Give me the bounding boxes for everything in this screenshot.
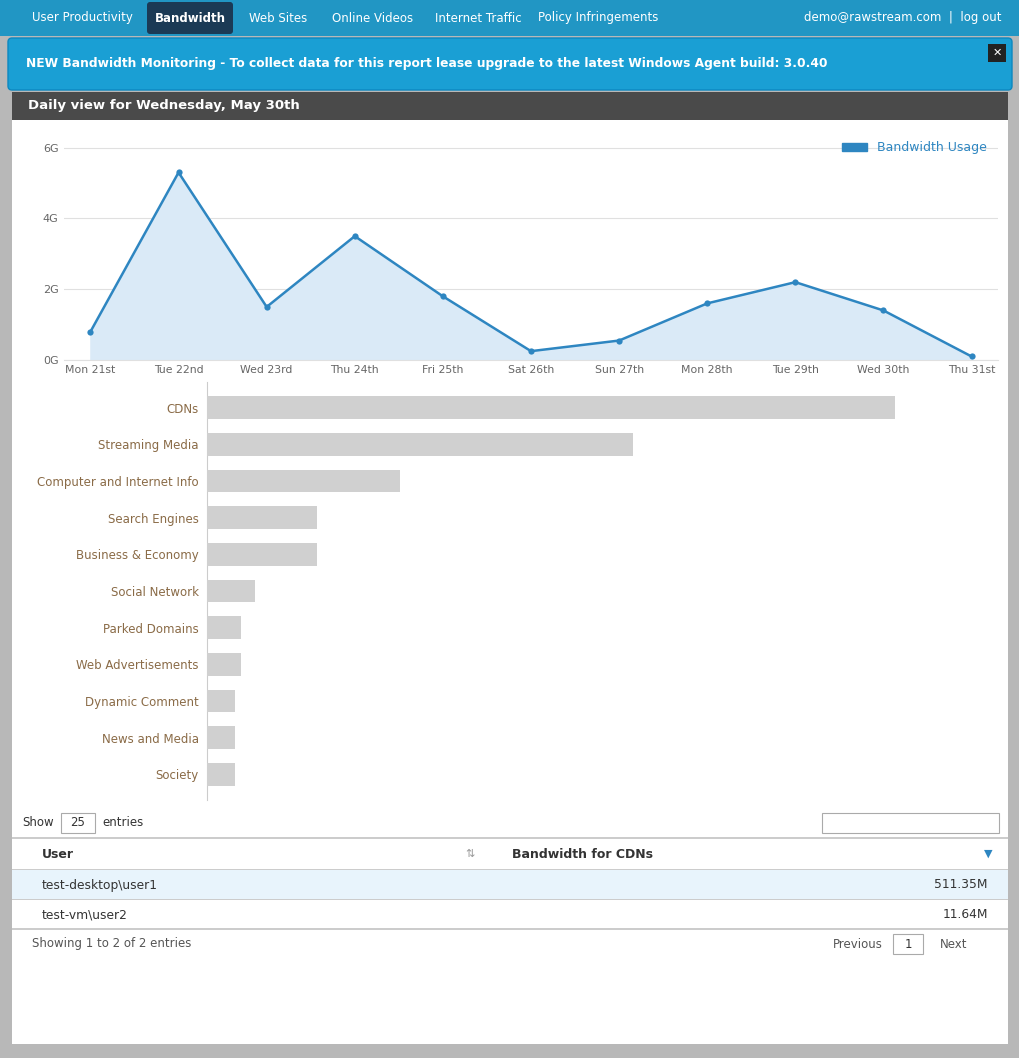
Bar bbox=[12, 120, 1007, 1044]
Bar bbox=[207, 397, 894, 419]
Text: 511.35M: 511.35M bbox=[933, 878, 987, 892]
Text: User: User bbox=[42, 847, 74, 860]
Bar bbox=[207, 726, 234, 749]
Text: Bandwidth: Bandwidth bbox=[154, 12, 225, 24]
Bar bbox=[12, 92, 1007, 120]
Text: Policy Infringements: Policy Infringements bbox=[537, 12, 657, 24]
Text: test-desktop\user1: test-desktop\user1 bbox=[42, 878, 158, 892]
Bar bbox=[207, 763, 234, 786]
Text: NEW Bandwidth Monitoring - To collect data for this report lease upgrade to the : NEW Bandwidth Monitoring - To collect da… bbox=[25, 57, 826, 71]
Text: Showing 1 to 2 of 2 entries: Showing 1 to 2 of 2 entries bbox=[32, 937, 192, 950]
Bar bbox=[207, 543, 317, 566]
Text: Daily view for Wednesday, May 30th: Daily view for Wednesday, May 30th bbox=[28, 99, 300, 112]
Text: Internet Traffic: Internet Traffic bbox=[434, 12, 521, 24]
Bar bbox=[12, 928, 1007, 960]
FancyBboxPatch shape bbox=[892, 934, 922, 954]
Text: Online Videos: Online Videos bbox=[332, 12, 413, 24]
Bar bbox=[12, 838, 1007, 870]
Bar bbox=[987, 44, 1005, 62]
Text: ▼: ▼ bbox=[982, 849, 991, 859]
Bar bbox=[207, 470, 399, 492]
Text: test-vm\user2: test-vm\user2 bbox=[42, 909, 127, 922]
Bar bbox=[207, 433, 633, 456]
Text: entries: entries bbox=[102, 817, 143, 829]
FancyBboxPatch shape bbox=[61, 813, 95, 833]
Text: ⇅: ⇅ bbox=[465, 849, 474, 859]
Text: ✕: ✕ bbox=[991, 48, 1001, 58]
FancyBboxPatch shape bbox=[147, 2, 232, 34]
Bar bbox=[207, 653, 242, 676]
Bar bbox=[12, 900, 1007, 930]
Text: User Productivity: User Productivity bbox=[32, 12, 132, 24]
Bar bbox=[12, 870, 1007, 900]
Text: Bandwidth for CDNs: Bandwidth for CDNs bbox=[512, 847, 652, 860]
Text: Next: Next bbox=[940, 937, 967, 950]
Text: 11.64M: 11.64M bbox=[942, 909, 987, 922]
Text: Web Sites: Web Sites bbox=[249, 12, 307, 24]
Bar bbox=[207, 507, 317, 529]
Text: 25: 25 bbox=[70, 817, 86, 829]
Bar bbox=[207, 580, 255, 602]
Bar bbox=[0, 0, 1019, 36]
Text: demo@rawstream.com  |  log out: demo@rawstream.com | log out bbox=[804, 12, 1001, 24]
Text: Show: Show bbox=[22, 817, 54, 829]
FancyBboxPatch shape bbox=[821, 813, 998, 833]
FancyBboxPatch shape bbox=[8, 38, 1011, 90]
Legend: Bandwidth Usage: Bandwidth Usage bbox=[836, 136, 990, 160]
Bar bbox=[12, 808, 1007, 838]
Text: 1: 1 bbox=[904, 937, 911, 950]
Bar bbox=[207, 617, 242, 639]
Bar bbox=[207, 690, 234, 712]
Text: Previous: Previous bbox=[833, 937, 882, 950]
